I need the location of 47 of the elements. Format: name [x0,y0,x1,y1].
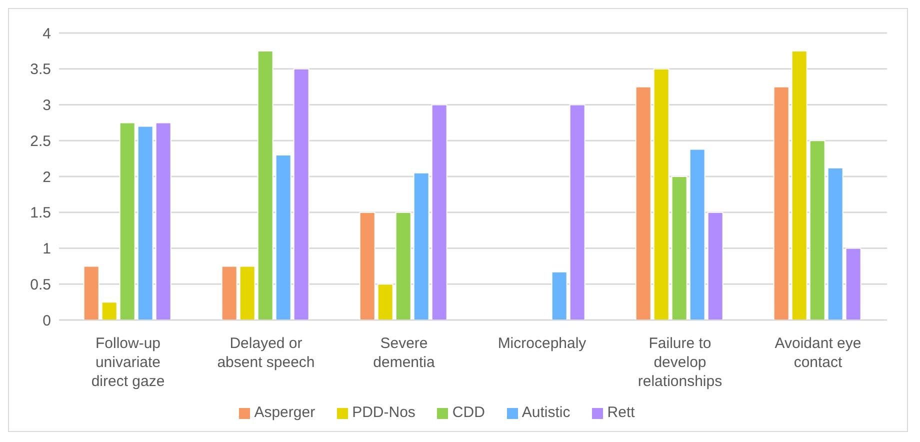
y-tick-label: 0.5 [30,276,51,294]
bar [293,68,310,320]
y-tick-label: 2.5 [30,132,51,150]
legend-label: Asperger [254,404,316,421]
legend-label: CDD [452,404,485,421]
legend-label: Rett [607,404,635,421]
bar [845,248,862,320]
bar [257,50,274,320]
legend-label: PDD-Nos [352,404,416,421]
bar [239,266,256,320]
bar [101,302,118,320]
y-tick-label: 2 [42,168,51,186]
bar [431,104,448,320]
y-tick-label: 3 [42,97,51,114]
bar [569,104,586,320]
bar [689,148,706,320]
x-tick-label: Follow-up univariate direct gaze [91,335,165,390]
bar [377,284,394,320]
bar [119,122,136,320]
y-tick-label: 0 [42,312,51,330]
bar [653,68,670,320]
x-tick-label: Avoidant eye contact [774,335,862,371]
bar [275,154,292,320]
legend-label: Autistic [522,404,570,421]
x-tick-label: Failure to develop relationships [638,335,722,390]
y-tick-label: 1.5 [30,204,51,222]
bar [83,266,100,320]
bar [773,86,790,320]
bar [827,167,844,320]
bar [155,122,172,320]
y-tick-label: 1 [42,240,51,258]
x-tick-label: Microcephaly [498,335,587,352]
y-tick-label: 3.5 [30,61,51,78]
x-tick-label: Delayed or absent speech [217,335,315,371]
bar [137,126,154,320]
bar [635,86,652,320]
bar [791,50,808,320]
y-tick-label: 4 [42,25,51,42]
bar [359,212,376,320]
bar [671,176,688,320]
bar [707,212,724,320]
bar [221,266,238,320]
bar [551,271,568,320]
x-tick-label: Severe dementia [373,335,436,371]
bar [395,212,412,320]
bar [413,172,430,320]
bar [809,140,826,320]
